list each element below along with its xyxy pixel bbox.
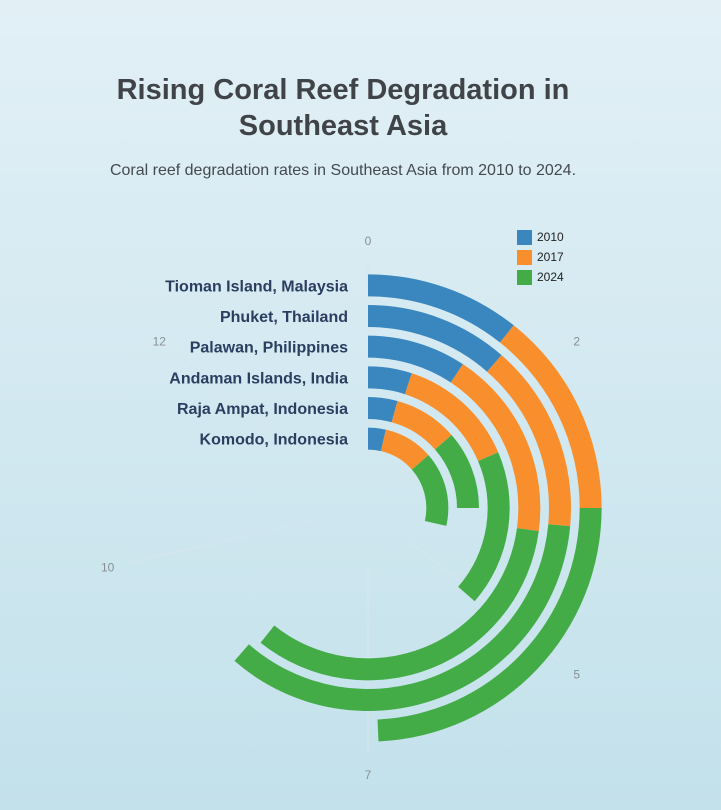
grid-line-12 [175, 354, 327, 475]
legend-swatch-2010[interactable] [517, 230, 532, 245]
bar-2010-2[interactable] [368, 305, 502, 372]
legend-label-2010[interactable]: 2010 [537, 230, 564, 244]
bar-2010-4[interactable] [368, 366, 412, 395]
bar-2010-5[interactable] [368, 397, 398, 423]
category-label-6: Komodo, Indonesia [200, 432, 349, 449]
tick-label-0: 0 [365, 234, 372, 248]
bar-2017-6[interactable] [380, 429, 429, 470]
bar-2024-1[interactable] [377, 508, 602, 742]
category-labels: Tioman Island, Malaysia Phuket, Thailand P… [165, 278, 348, 448]
category-label-3: Palawan, Philippines [190, 340, 348, 357]
bar-2017-3[interactable] [450, 364, 541, 532]
category-label-4: Andaman Islands, India [169, 370, 348, 387]
legend-label-2017[interactable]: 2017 [537, 250, 564, 264]
bar-2024-6[interactable] [411, 455, 449, 526]
bar-2017-5[interactable] [391, 401, 452, 450]
bar-2010-1[interactable] [368, 274, 514, 343]
chart-title: Rising Coral Reef Degradation in Southea… [0, 72, 686, 144]
bar-2024-2[interactable] [234, 524, 571, 711]
legend[interactable]: 2010 2017 2024 [517, 230, 564, 285]
grid-line-10 [128, 519, 316, 564]
bar-2024-4[interactable] [458, 452, 510, 602]
tick-label-7: 7 [365, 768, 372, 782]
category-label-1: Tioman Island, Malaysia [165, 278, 348, 295]
bar-2010-3[interactable] [368, 335, 463, 383]
tick-label-2: 2 [573, 335, 580, 349]
chart-title-line-1: Rising Coral Reef Degradation in [116, 74, 570, 106]
bar-2010-6[interactable] [368, 427, 386, 452]
legend-label-2024[interactable]: 2024 [537, 270, 564, 284]
category-label-2: Phuket, Thailand [220, 309, 348, 326]
angular-tick-labels: 0 2 5 7 10 12 [101, 234, 580, 782]
legend-swatch-2017[interactable] [517, 250, 532, 265]
legend-swatch-2024[interactable] [517, 270, 532, 285]
chart-subtitle: Coral reef degradation rates in Southeas… [109, 162, 577, 179]
bars [234, 274, 602, 742]
tick-label-5: 5 [573, 667, 580, 681]
bar-2024-3[interactable] [260, 528, 539, 681]
chart-title-line-2: Southeast Asia [238, 110, 448, 142]
bar-2017-4[interactable] [404, 373, 499, 461]
tick-label-10: 10 [101, 560, 115, 574]
bar-2017-2[interactable] [487, 355, 571, 527]
bar-2024-5[interactable] [435, 434, 479, 508]
bar-2017-1[interactable] [499, 325, 602, 508]
tick-label-12: 12 [153, 335, 167, 349]
category-label-5: Raja Ampat, Indonesia [177, 401, 348, 418]
